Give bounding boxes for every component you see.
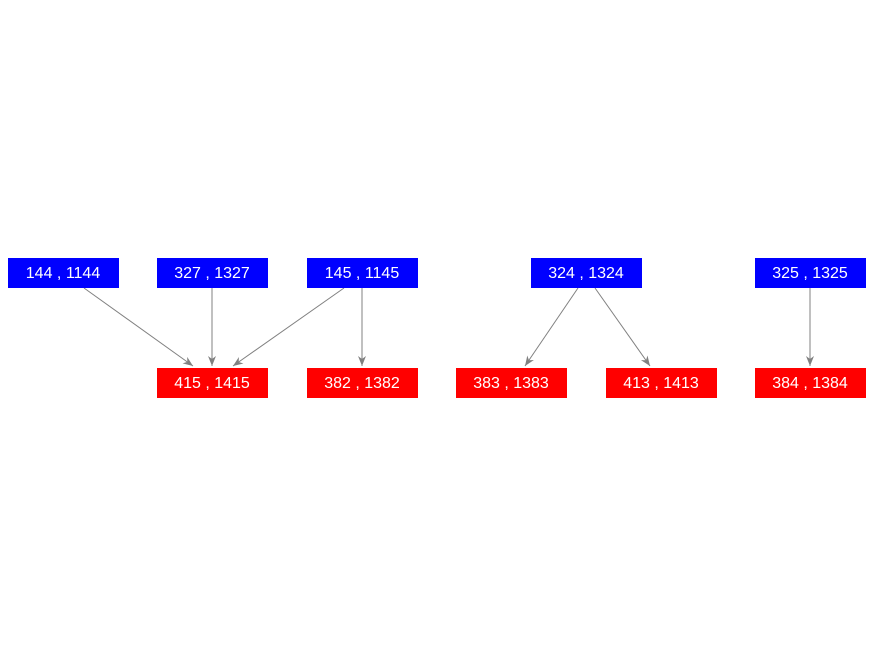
edge xyxy=(232,287,345,367)
node-label: 415 , 1415 xyxy=(174,375,250,392)
node-box xyxy=(456,368,567,398)
node-label: 324 , 1324 xyxy=(548,265,624,282)
node-label: 384 , 1384 xyxy=(772,375,848,392)
node-box xyxy=(307,258,418,288)
node-label: 383 , 1383 xyxy=(473,375,549,392)
edge xyxy=(594,287,651,367)
node-label: 413 , 1413 xyxy=(623,375,699,392)
node-box xyxy=(755,258,866,288)
node-box xyxy=(307,368,418,398)
node-box xyxy=(157,258,268,288)
node-label: 145 , 1145 xyxy=(325,265,400,282)
node-label: 382 , 1382 xyxy=(324,375,400,392)
target-nodes: 415 , 1415 382 , 1382 383 , 1383 413 , 1… xyxy=(157,368,866,398)
edges xyxy=(83,287,814,367)
node-label: 327 , 1327 xyxy=(174,265,250,282)
node-box xyxy=(157,368,268,398)
node-label: 144 , 1144 xyxy=(26,265,101,282)
source-nodes: 144 , 1144 327 , 1327 145 , 1145 324 , 1… xyxy=(8,258,866,288)
node-box xyxy=(8,258,119,288)
node-box xyxy=(755,368,866,398)
edge xyxy=(524,287,579,367)
node-box xyxy=(606,368,717,398)
node-box xyxy=(531,258,642,288)
node-label: 325 , 1325 xyxy=(772,265,848,282)
edge xyxy=(83,287,194,367)
